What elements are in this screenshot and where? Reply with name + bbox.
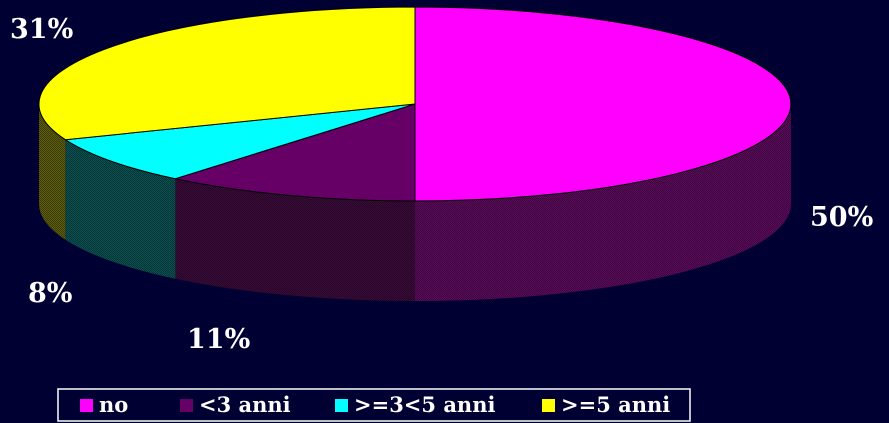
data-label-no: 50% xyxy=(810,202,873,233)
data-label-lt3-anni: 11% xyxy=(187,324,250,355)
legend-label-no: no xyxy=(99,392,128,417)
slice-lt3-anni xyxy=(173,103,416,202)
legend-swatch-ge5-anni xyxy=(542,399,555,412)
legend-swatch-no xyxy=(80,399,93,412)
side-ge5-anni-shade xyxy=(39,104,66,240)
legend: no <3 anni >=3<5 anni >=5 anni xyxy=(57,388,691,422)
slice-no xyxy=(414,6,792,202)
legend-swatch-ge3lt5-anni xyxy=(335,399,348,412)
legend-box xyxy=(57,388,691,422)
side-no-shade xyxy=(415,104,791,301)
legend-label-ge3lt5-anni: >=3<5 anni xyxy=(354,392,495,417)
data-label-ge5-anni: 31% xyxy=(10,14,73,45)
pie-tops xyxy=(38,6,792,202)
legend-label-ge5-anni: >=5 anni xyxy=(561,392,670,417)
pie-data-labels: 50% 11% 8% 31% xyxy=(10,14,873,355)
side-lt3-anni-shade xyxy=(175,178,415,301)
side-ge3lt5-anni-shade xyxy=(65,139,176,279)
pie-sides xyxy=(39,104,791,301)
slice-ge3lt5-anni xyxy=(63,103,416,180)
legend-label-lt3-anni: <3 anni xyxy=(199,392,291,417)
legend-swatch-lt3-anni xyxy=(180,399,193,412)
slice-ge5-anni xyxy=(38,6,416,141)
data-label-ge3lt5-anni: 8% xyxy=(28,278,72,309)
